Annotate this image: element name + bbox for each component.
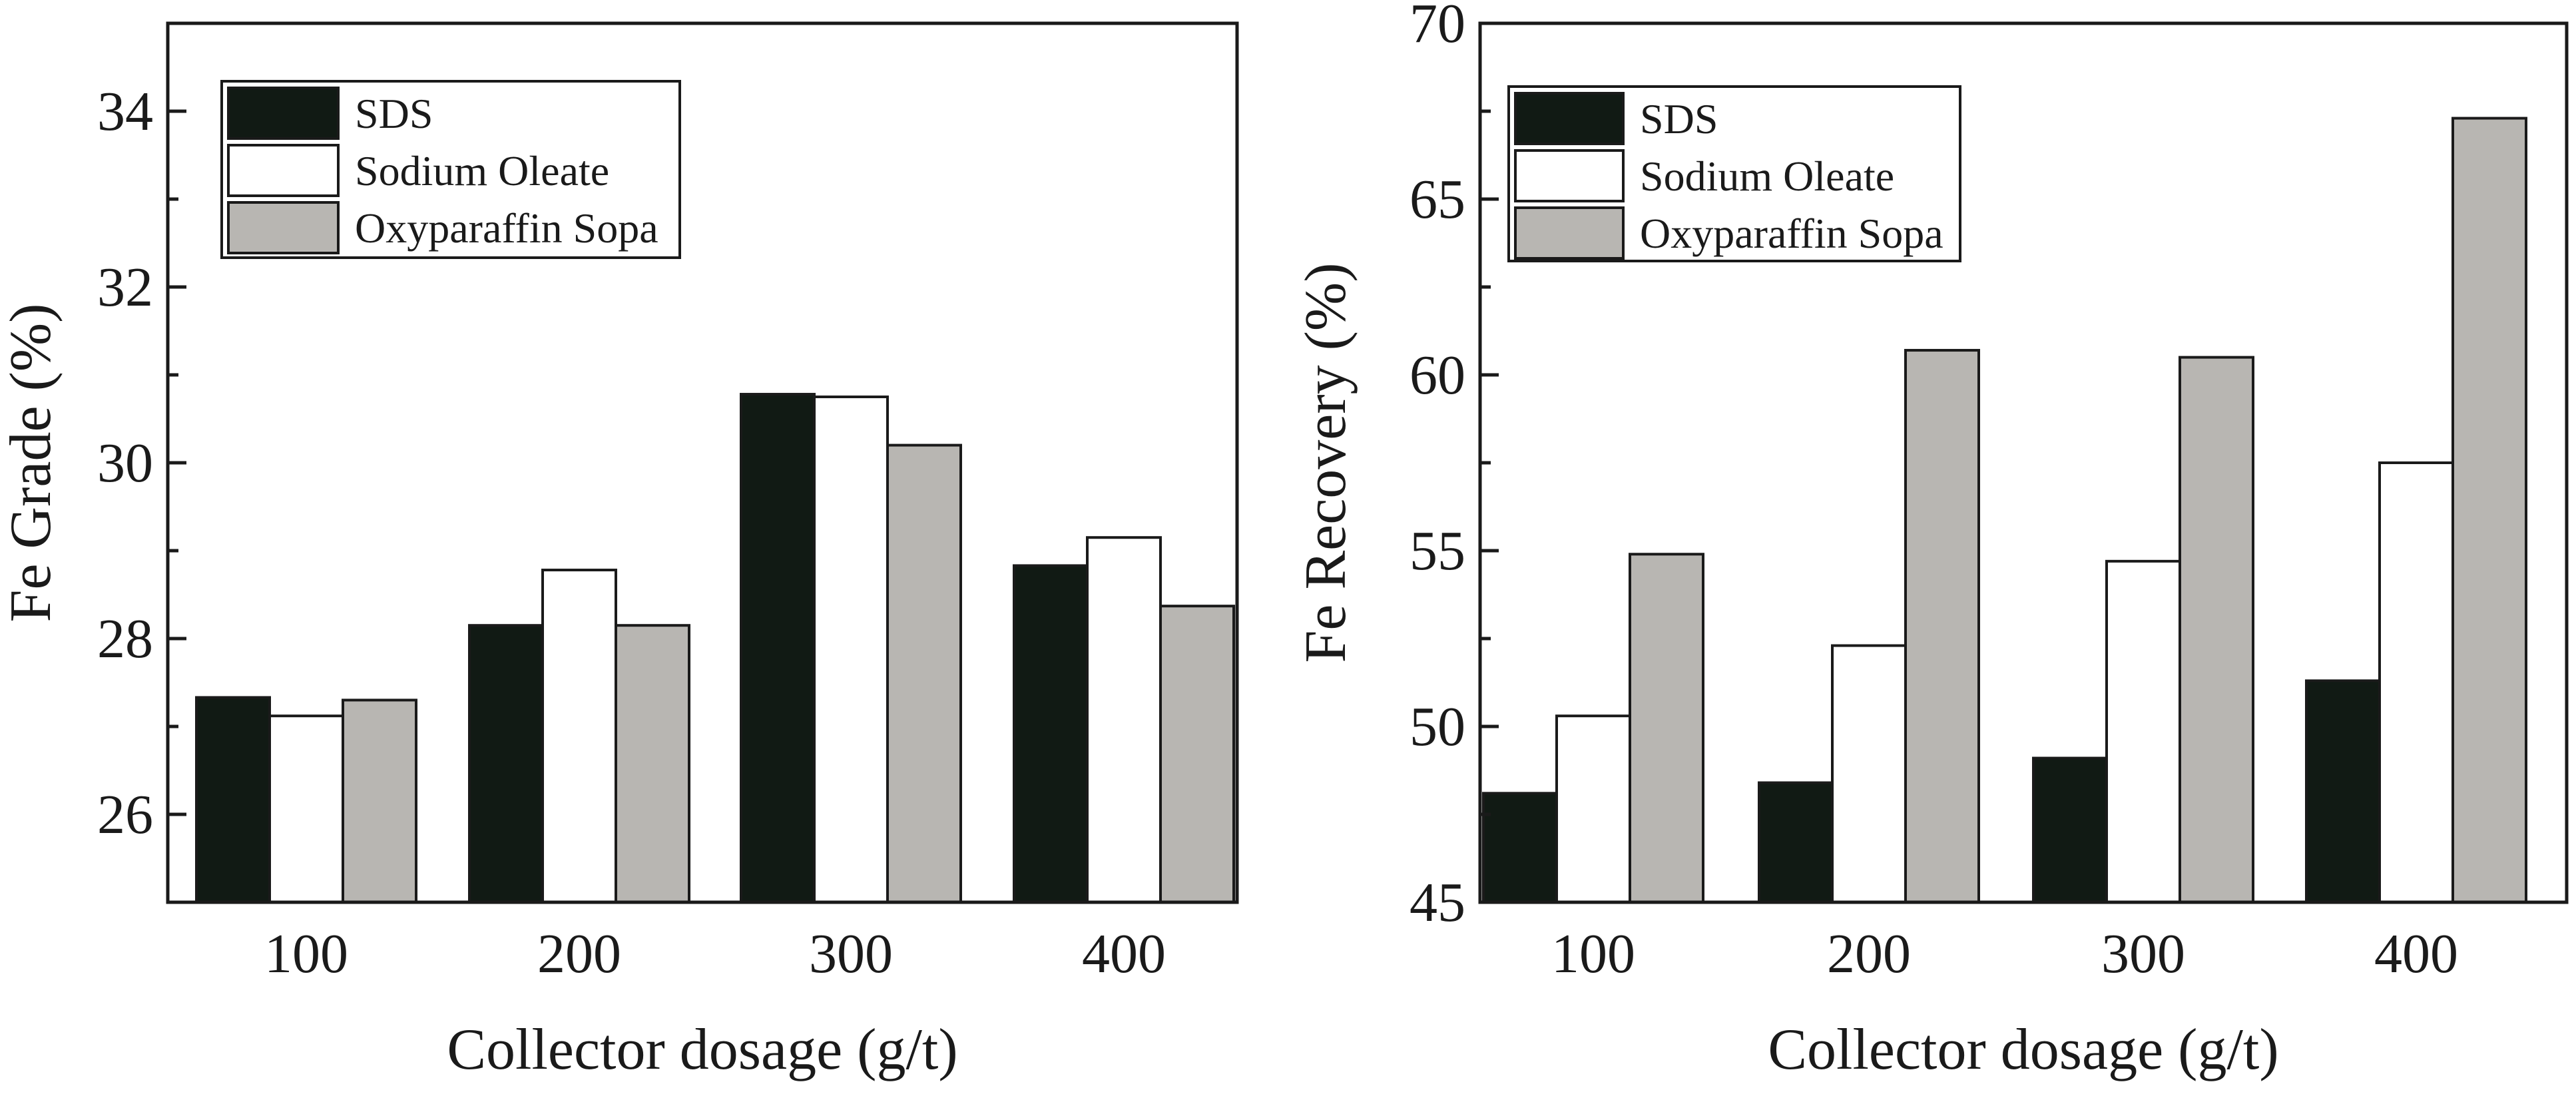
- grade-y-tick-label: 32: [97, 256, 153, 318]
- recovery-bar-sodium-oleate-300: [2105, 559, 2181, 904]
- recovery-legend-label: Oxyparaffin Sopa: [1640, 210, 1943, 257]
- recovery-legend: SDS Sodium Oleate Oxyparaffin Sopa: [1507, 85, 1961, 262]
- recovery-y-tick-label: 55: [1410, 520, 1465, 582]
- recovery-bar-sodium-oleate-100: [1555, 714, 1631, 904]
- recovery-x-tick-label: 300: [2101, 923, 2185, 985]
- grade-y-tick-label: 26: [97, 784, 153, 846]
- grade-bar-sds-100: [195, 696, 271, 904]
- fe-grade-chart: 26 28 30 32 34 100 200 300 400 Collector dosage (…: [0, 21, 1239, 1082]
- recovery-x-tick-label: 100: [1551, 923, 1635, 985]
- recovery-legend-swatch: [1514, 92, 1625, 145]
- recovery-legend-swatch: [1514, 149, 1625, 202]
- grade-legend-swatch: [227, 144, 340, 197]
- grade-bar-oxyparaffin-sopa-200: [615, 624, 690, 904]
- recovery-y-axis-title: Fe Recovery (%): [1294, 262, 1358, 663]
- grade-x-tick-label: 400: [1082, 923, 1166, 985]
- recovery-legend-label: Sodium Oleate: [1640, 152, 1894, 200]
- grade-legend: SDS Sodium Oleate Oxyparaffin Sopa: [220, 80, 681, 259]
- recovery-y-tick-label: 65: [1410, 168, 1465, 230]
- recovery-legend-swatch: [1514, 206, 1625, 260]
- recovery-bar-sds-200: [1758, 781, 1834, 904]
- grade-bar-sodium-oleate-400: [1086, 536, 1162, 904]
- grade-bar-oxyparaffin-sopa-300: [886, 443, 962, 904]
- grade-x-tick-label: 300: [809, 923, 893, 985]
- grade-y-axis-title: Fe Grade (%): [0, 304, 63, 623]
- recovery-bar-sds-100: [1482, 792, 1558, 904]
- grade-bar-sodium-oleate-300: [813, 396, 889, 904]
- grade-legend-label: SDS: [355, 90, 433, 137]
- recovery-x-tick-label: 200: [1827, 923, 1911, 985]
- recovery-bar-oxyparaffin-sopa-400: [2451, 117, 2527, 904]
- grade-x-tick-label: 200: [537, 923, 621, 985]
- grade-bar-oxyparaffin-sopa-100: [342, 698, 417, 904]
- recovery-bar-sodium-oleate-200: [1831, 644, 1907, 904]
- recovery-y-tick-label: 50: [1410, 696, 1465, 758]
- recovery-bar-oxyparaffin-sopa-200: [1904, 349, 1980, 904]
- recovery-legend-label: SDS: [1640, 95, 1718, 142]
- grade-legend-label: Oxyparaffin Sopa: [355, 204, 658, 252]
- recovery-y-tick-label: 70: [1410, 0, 1465, 55]
- recovery-x-tick-label: 400: [2374, 923, 2458, 985]
- grade-bar-sodium-oleate-200: [541, 569, 617, 904]
- grade-y-tick-label: 28: [97, 608, 153, 670]
- recovery-bar-sds-400: [2305, 679, 2381, 904]
- grade-legend-label: Sodium Oleate: [355, 147, 609, 194]
- grade-legend-swatch: [227, 201, 340, 254]
- recovery-bar-sodium-oleate-400: [2378, 461, 2454, 904]
- grade-y-tick-label: 34: [97, 81, 153, 142]
- grade-legend-swatch: [227, 87, 340, 140]
- recovery-y-tick-label: 45: [1410, 872, 1465, 934]
- recovery-y-tick-label: 60: [1410, 344, 1465, 406]
- grade-bar-sodium-oleate-100: [268, 714, 344, 904]
- recovery-bar-sds-300: [2032, 756, 2108, 904]
- grade-bar-sds-200: [468, 624, 544, 904]
- grade-x-tick-label: 100: [264, 923, 348, 985]
- grade-x-axis-title: Collector dosage (g/t): [447, 1017, 957, 1082]
- grade-bar-oxyparaffin-sopa-400: [1159, 605, 1235, 904]
- recovery-bar-oxyparaffin-sopa-300: [2179, 356, 2254, 904]
- recovery-bar-oxyparaffin-sopa-100: [1629, 553, 1704, 904]
- grade-bar-sds-400: [1013, 564, 1089, 904]
- grade-y-tick-label: 30: [97, 432, 153, 494]
- grade-bar-sds-300: [740, 393, 816, 904]
- recovery-x-axis-title: Collector dosage (g/t): [1768, 1017, 2278, 1082]
- fe-recovery-chart: 45 50 55 60 65 70 100 200 300 400 Collector dosage…: [1294, 0, 2569, 1082]
